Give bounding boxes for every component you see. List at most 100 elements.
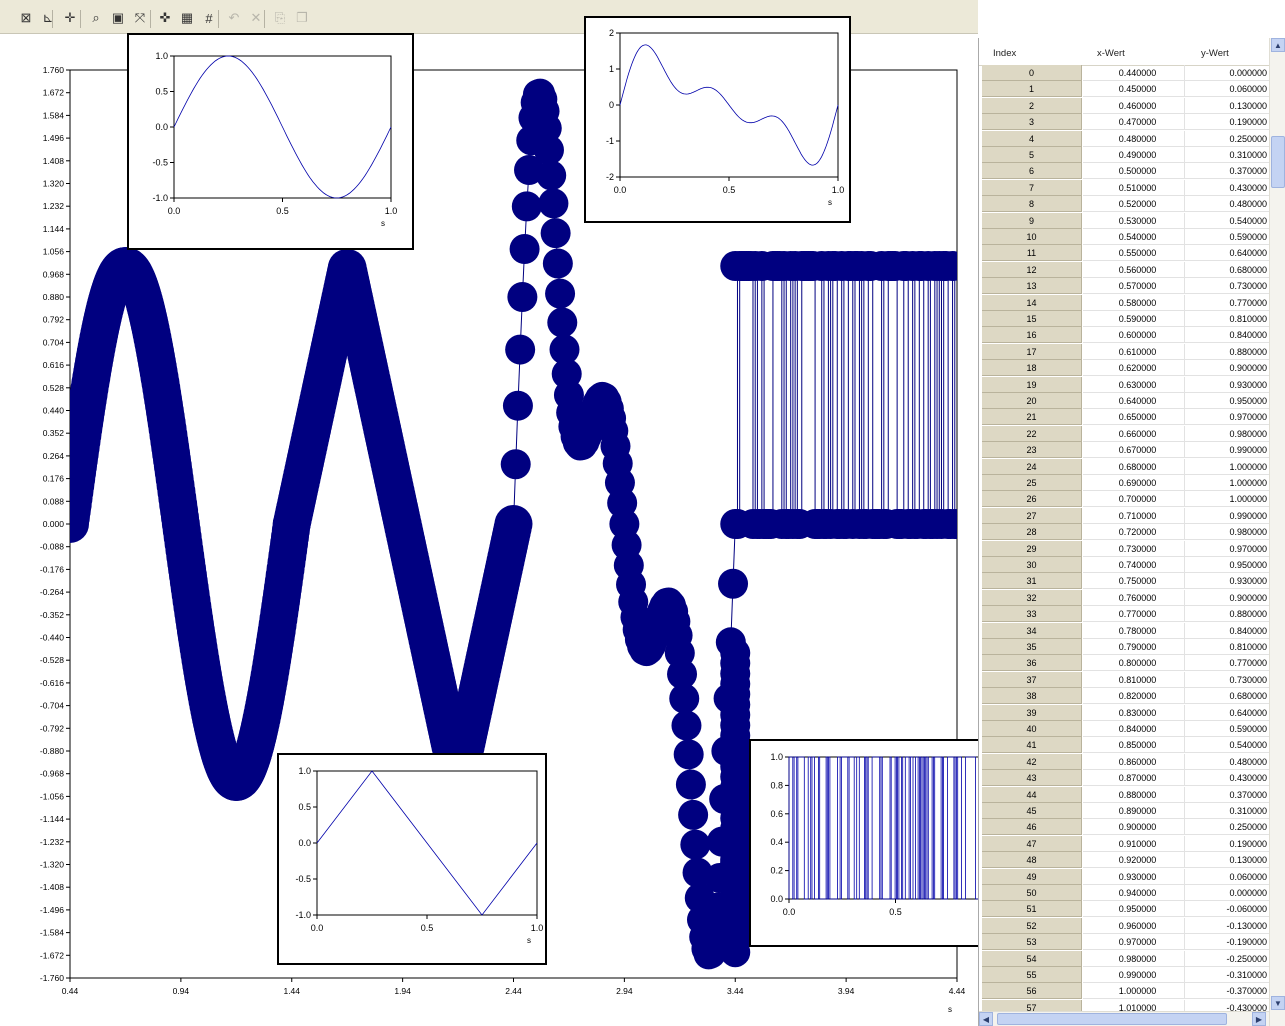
table-row[interactable]: 31 0.750000 0.930000: [979, 573, 1269, 590]
y-value-cell[interactable]: 0.370000: [1185, 787, 1269, 803]
x-value-cell[interactable]: 0.790000: [1083, 639, 1185, 655]
x-value-cell[interactable]: 0.960000: [1083, 917, 1185, 934]
row-index-cell[interactable]: 42: [982, 753, 1082, 770]
y-value-cell[interactable]: 0.770000: [1185, 655, 1269, 672]
x-value-cell[interactable]: 0.800000: [1083, 655, 1185, 672]
table-row[interactable]: 14 0.580000 0.770000: [979, 294, 1269, 311]
marker-icon[interactable]: ✜: [159, 10, 171, 25]
table-row[interactable]: 0 0.440000 0.000000: [979, 65, 1269, 81]
table-row[interactable]: 11 0.550000 0.640000: [979, 245, 1269, 262]
row-index-cell[interactable]: 36: [982, 655, 1082, 672]
y-value-cell[interactable]: 0.590000: [1185, 229, 1269, 245]
row-index-cell[interactable]: 32: [982, 589, 1082, 606]
scroll-down-arrow-icon[interactable]: ▼: [1271, 996, 1285, 1010]
y-value-cell[interactable]: 0.540000: [1185, 213, 1269, 229]
zoom-window-icon[interactable]: ▣: [111, 10, 125, 25]
table-row[interactable]: 40 0.840000 0.590000: [979, 721, 1269, 737]
table-row[interactable]: 2 0.460000 0.130000: [979, 97, 1269, 114]
delete-icon[interactable]: ✕: [250, 10, 262, 25]
vertical-scroll-thumb[interactable]: [1271, 136, 1285, 188]
scroll-left-arrow-icon[interactable]: ◀: [979, 1012, 993, 1026]
scroll-right-arrow-icon[interactable]: ▶: [1252, 1012, 1266, 1026]
x-value-cell[interactable]: 0.860000: [1083, 753, 1185, 770]
x-value-cell[interactable]: 0.700000: [1083, 491, 1185, 508]
table-row[interactable]: 43 0.870000 0.430000: [979, 770, 1269, 787]
x-value-cell[interactable]: 0.920000: [1083, 852, 1185, 869]
table-row[interactable]: 16 0.600000 0.840000: [979, 327, 1269, 344]
table-row[interactable]: 56 1.000000 -0.370000: [979, 983, 1269, 1000]
y-value-cell[interactable]: 0.810000: [1185, 311, 1269, 327]
y-value-cell[interactable]: 0.770000: [1185, 295, 1269, 311]
row-index-cell[interactable]: 34: [982, 622, 1082, 639]
table-row[interactable]: 19 0.630000 0.930000: [979, 376, 1269, 393]
row-index-cell[interactable]: 12: [982, 261, 1082, 278]
row-index-cell[interactable]: 48: [982, 852, 1082, 869]
table-row[interactable]: 18 0.620000 0.900000: [979, 360, 1269, 377]
x-value-cell[interactable]: 0.740000: [1083, 557, 1185, 573]
y-value-cell[interactable]: 0.430000: [1185, 180, 1269, 196]
row-index-cell[interactable]: 20: [982, 393, 1082, 409]
y-value-cell[interactable]: 1.000000: [1185, 475, 1269, 491]
row-index-cell[interactable]: 35: [982, 639, 1082, 655]
x-value-cell[interactable]: 0.680000: [1083, 458, 1185, 475]
x-value-cell[interactable]: 0.470000: [1083, 114, 1185, 131]
y-value-cell[interactable]: 0.060000: [1185, 81, 1269, 98]
y-value-cell[interactable]: 0.980000: [1185, 426, 1269, 442]
table-row[interactable]: 4 0.480000 0.250000: [979, 130, 1269, 147]
table-row[interactable]: 46 0.900000 0.250000: [979, 819, 1269, 836]
y-value-cell[interactable]: 0.930000: [1185, 573, 1269, 590]
table-row[interactable]: 1 0.450000 0.060000: [979, 81, 1269, 98]
y-value-cell[interactable]: 0.970000: [1185, 409, 1269, 426]
table-row[interactable]: 34 0.780000 0.840000: [979, 622, 1269, 639]
scroll-up-arrow-icon[interactable]: ▲: [1271, 38, 1285, 52]
y-value-cell[interactable]: -0.370000: [1185, 983, 1269, 1000]
y-value-cell[interactable]: 0.540000: [1185, 737, 1269, 754]
y-value-cell[interactable]: 0.980000: [1185, 524, 1269, 541]
x-value-cell[interactable]: 0.550000: [1083, 245, 1185, 262]
table-row[interactable]: 6 0.500000 0.370000: [979, 163, 1269, 180]
table-row[interactable]: 12 0.560000 0.680000: [979, 261, 1269, 278]
x-value-cell[interactable]: 0.670000: [1083, 442, 1185, 459]
row-index-cell[interactable]: 18: [982, 360, 1082, 377]
y-value-cell[interactable]: 0.000000: [1185, 65, 1269, 81]
x-value-cell[interactable]: 0.450000: [1083, 81, 1185, 98]
row-index-cell[interactable]: 14: [982, 294, 1082, 311]
x-value-cell[interactable]: 0.650000: [1083, 409, 1185, 426]
row-index-cell[interactable]: 50: [982, 885, 1082, 901]
x-value-cell[interactable]: 0.810000: [1083, 671, 1185, 688]
row-index-cell[interactable]: 27: [982, 507, 1082, 524]
row-index-cell[interactable]: 38: [982, 688, 1082, 705]
y-value-cell[interactable]: 0.970000: [1185, 541, 1269, 557]
chart-properties-icon[interactable]: ⊠: [20, 10, 32, 25]
y-value-cell[interactable]: 1.000000: [1185, 459, 1269, 475]
grid-icon[interactable]: ▦: [180, 10, 194, 25]
y-value-cell[interactable]: 0.680000: [1185, 262, 1269, 278]
y-value-cell[interactable]: -0.190000: [1185, 934, 1269, 951]
y-value-cell[interactable]: 0.950000: [1185, 393, 1269, 409]
x-value-cell[interactable]: 0.970000: [1083, 934, 1185, 951]
row-index-cell[interactable]: 11: [982, 245, 1082, 262]
table-row[interactable]: 53 0.970000 -0.190000: [979, 934, 1269, 951]
x-value-cell[interactable]: 0.580000: [1083, 294, 1185, 311]
row-index-cell[interactable]: 33: [982, 606, 1082, 623]
x-value-cell[interactable]: 0.990000: [1083, 967, 1185, 983]
row-index-cell[interactable]: 43: [982, 770, 1082, 787]
y-value-cell[interactable]: 0.130000: [1185, 98, 1269, 114]
row-index-cell[interactable]: 55: [982, 967, 1082, 983]
x-value-cell[interactable]: 0.610000: [1083, 343, 1185, 360]
row-index-cell[interactable]: 29: [982, 540, 1082, 557]
table-row[interactable]: 51 0.950000 -0.060000: [979, 901, 1269, 918]
x-value-cell[interactable]: 0.710000: [1083, 507, 1185, 524]
row-index-cell[interactable]: 49: [982, 868, 1082, 885]
row-index-cell[interactable]: 5: [982, 147, 1082, 163]
y-value-cell[interactable]: -0.310000: [1185, 967, 1269, 983]
y-value-cell[interactable]: 0.900000: [1185, 590, 1269, 606]
x-value-cell[interactable]: 0.840000: [1083, 721, 1185, 737]
row-index-cell[interactable]: 10: [982, 229, 1082, 245]
table-row[interactable]: 32 0.760000 0.900000: [979, 589, 1269, 606]
copy-icon[interactable]: ❐: [296, 10, 308, 25]
row-index-cell[interactable]: 40: [982, 721, 1082, 737]
x-value-cell[interactable]: 0.690000: [1083, 475, 1185, 491]
x-value-cell[interactable]: 0.500000: [1083, 163, 1185, 180]
table-row[interactable]: 17 0.610000 0.880000: [979, 343, 1269, 360]
